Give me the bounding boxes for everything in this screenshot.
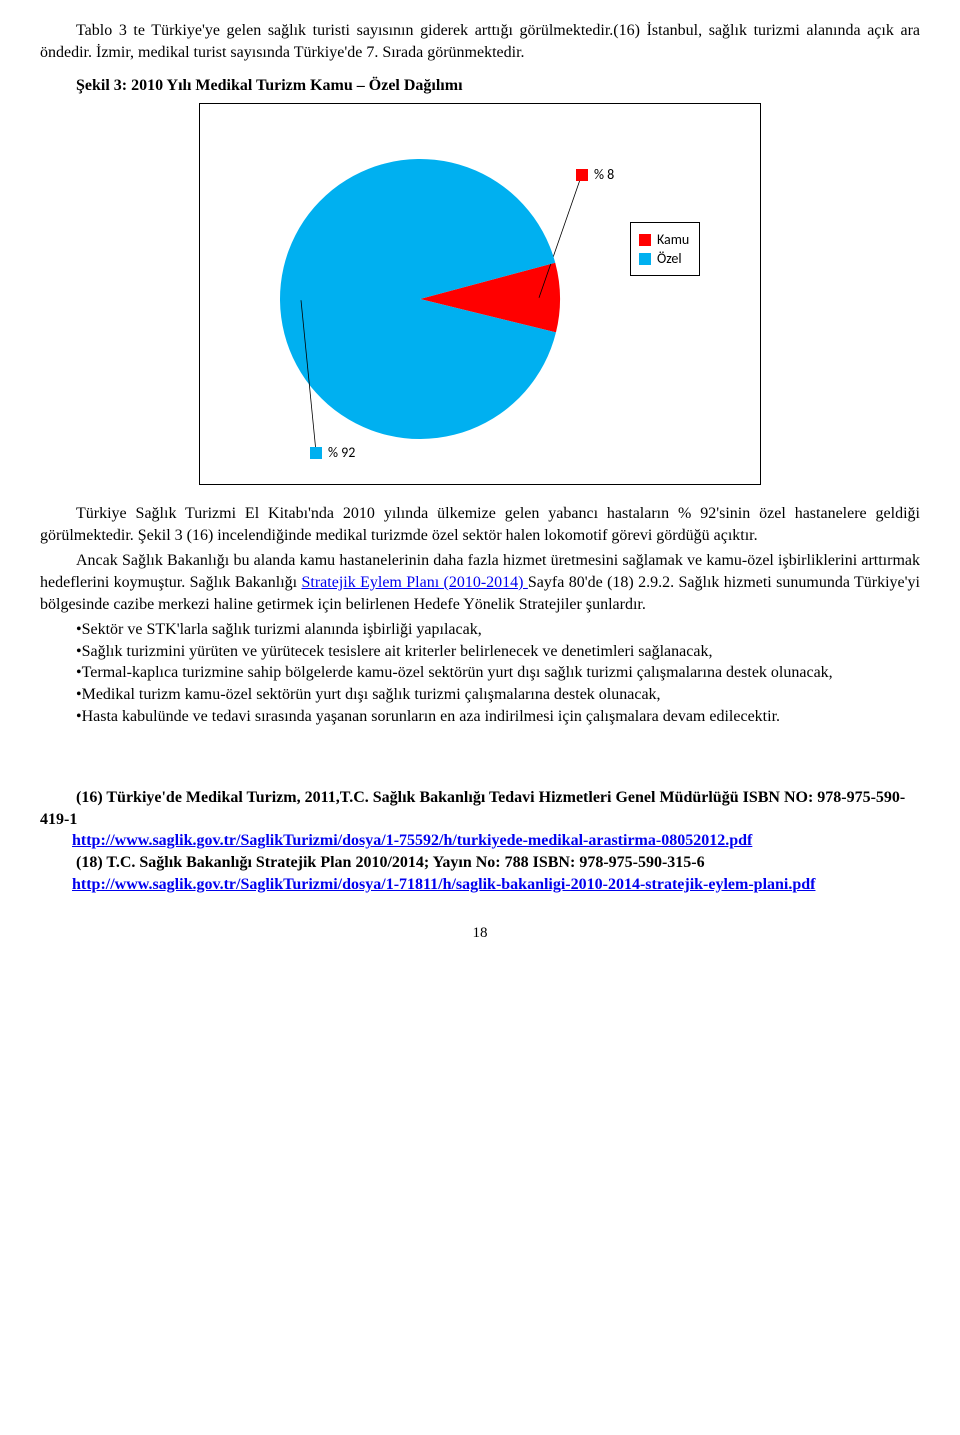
- body-p2: Türkiye Sağlık Turizmi El Kitabı'nda 201…: [40, 503, 920, 546]
- bullet-2: •Sağlık turizmini yürüten ve yürütecek t…: [40, 641, 920, 663]
- bullet-4: •Medikal turizm kamu-özel sektörün yurt …: [40, 684, 920, 706]
- bullet-1: •Sektör ve STK'larla sağlık turizmi alan…: [40, 619, 920, 641]
- body-p3: Ancak Sağlık Bakanlığı bu alanda kamu ha…: [40, 550, 920, 615]
- legend-item: Özel: [639, 250, 689, 267]
- ref-16-text: (16) Türkiye'de Medikal Turizm, 2011,T.C…: [40, 789, 905, 828]
- legend-swatch-icon: [639, 253, 651, 265]
- label-swatch-icon: [310, 447, 322, 459]
- pie-chart: % 8 % 92 Kamu Özel: [199, 103, 761, 485]
- strategic-plan-link[interactable]: Stratejik Eylem Planı (2010-2014): [302, 574, 528, 591]
- ref-18-link-line: http://www.saglik.gov.tr/SaglikTurizmi/d…: [40, 874, 920, 896]
- legend-swatch-icon: [639, 234, 651, 246]
- bullet-5: •Hasta kabulünde ve tedavi sırasında yaş…: [40, 706, 920, 728]
- ref-18-link[interactable]: http://www.saglik.gov.tr/SaglikTurizmi/d…: [72, 876, 815, 893]
- ref-16-link[interactable]: http://www.saglik.gov.tr/SaglikTurizmi/d…: [72, 832, 752, 849]
- legend: Kamu Özel: [630, 222, 700, 276]
- data-label-text: % 92: [328, 444, 355, 461]
- references: (16) Türkiye'de Medikal Turizm, 2011,T.C…: [40, 787, 920, 895]
- bullet-3: •Termal-kaplıca turizmine sahip bölgeler…: [40, 662, 920, 684]
- chart-title: Şekil 3: 2010 Yılı Medikal Turizm Kamu –…: [40, 77, 920, 95]
- legend-label: Kamu: [657, 231, 689, 248]
- ref-16: (16) Türkiye'de Medikal Turizm, 2011,T.C…: [40, 787, 920, 830]
- ref-16-link-line: http://www.saglik.gov.tr/SaglikTurizmi/d…: [40, 830, 920, 852]
- data-label-ozel: % 92: [310, 444, 355, 461]
- ref-18: (18) T.C. Sağlık Bakanlığı Stratejik Pla…: [40, 852, 920, 874]
- page-number: 18: [40, 925, 920, 942]
- data-label-text: % 8: [594, 166, 614, 183]
- ref-18-text: (18) T.C. Sağlık Bakanlığı Stratejik Pla…: [76, 854, 705, 871]
- legend-label: Özel: [657, 250, 682, 267]
- legend-item: Kamu: [639, 231, 689, 248]
- data-label-kamu: % 8: [576, 166, 614, 183]
- intro-paragraph: Tablo 3 te Türkiye'ye gelen sağlık turis…: [40, 20, 920, 63]
- label-swatch-icon: [576, 169, 588, 181]
